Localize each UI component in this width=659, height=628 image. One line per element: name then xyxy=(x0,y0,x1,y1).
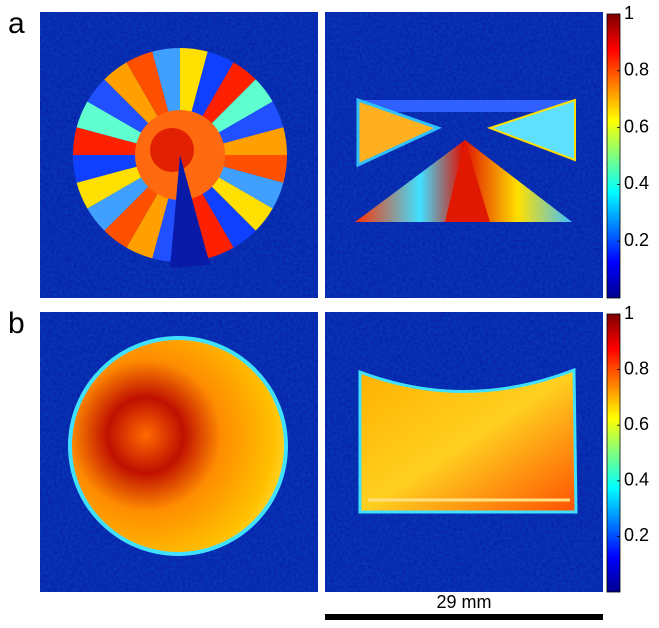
scale-bar-label: 29 mm xyxy=(436,592,491,612)
colorbar-tick-label: 0.6 xyxy=(624,116,649,136)
colorbar-tick-label: 0.4 xyxy=(624,173,649,193)
colorbar-tick-label: 1 xyxy=(624,3,634,23)
image-a-left xyxy=(40,12,318,298)
colorbar-tick-label: 0.8 xyxy=(624,358,649,378)
colorbar xyxy=(607,314,620,592)
colorbar-tick-label: 0.6 xyxy=(624,414,649,434)
colorbar xyxy=(607,14,620,298)
colorbar-tick-label: 0.2 xyxy=(624,230,649,250)
colorbar-tick-label: 0.2 xyxy=(624,525,649,545)
panel-label: a xyxy=(8,7,25,40)
panel-label: b xyxy=(8,307,25,340)
colorbar-tick-label: 0.4 xyxy=(624,470,649,490)
colorbar-tick-label: 0.8 xyxy=(624,60,649,80)
image-a-right xyxy=(325,12,603,298)
colorbar-tick-label: 1 xyxy=(624,303,634,323)
image-b-right xyxy=(325,312,603,592)
figure: a b 29 mm 0.2 0.4 0.6 0.8 1 0.2 0.4 0.6 0.8 1 xyxy=(0,0,659,623)
image-b-left xyxy=(40,312,318,592)
